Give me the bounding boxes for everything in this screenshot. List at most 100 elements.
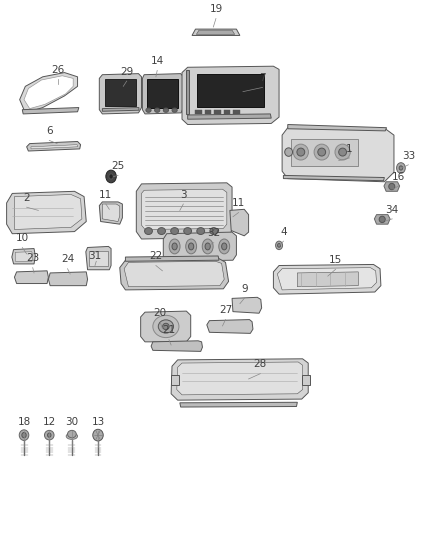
Ellipse shape (314, 144, 329, 160)
Ellipse shape (66, 433, 78, 439)
Polygon shape (15, 252, 33, 261)
Ellipse shape (297, 148, 305, 156)
Text: 30: 30 (65, 417, 78, 426)
Text: 23: 23 (26, 253, 39, 263)
Polygon shape (283, 175, 385, 181)
Polygon shape (14, 195, 82, 230)
Ellipse shape (186, 239, 197, 254)
Polygon shape (186, 70, 188, 114)
Text: 14: 14 (151, 56, 164, 66)
Ellipse shape (278, 244, 281, 247)
Ellipse shape (188, 243, 194, 250)
Bar (105, 79, 136, 107)
Ellipse shape (205, 243, 210, 250)
Text: 3: 3 (180, 190, 187, 200)
Ellipse shape (197, 228, 205, 235)
Polygon shape (384, 182, 399, 191)
Polygon shape (233, 110, 240, 114)
Bar (147, 79, 178, 108)
Bar (89, 251, 108, 265)
Polygon shape (31, 144, 78, 149)
Ellipse shape (93, 429, 103, 441)
Ellipse shape (399, 166, 403, 170)
Polygon shape (99, 74, 141, 114)
Ellipse shape (47, 433, 51, 437)
Text: 31: 31 (88, 251, 102, 261)
Ellipse shape (106, 170, 116, 183)
Polygon shape (142, 74, 184, 114)
Polygon shape (24, 76, 73, 109)
Polygon shape (207, 320, 253, 333)
Ellipse shape (158, 228, 166, 235)
Bar (302, 375, 310, 385)
Text: 10: 10 (16, 233, 29, 243)
Text: 32: 32 (207, 229, 220, 238)
Polygon shape (102, 108, 139, 111)
Text: 21: 21 (162, 326, 176, 335)
Ellipse shape (184, 228, 191, 235)
Ellipse shape (158, 320, 173, 333)
Text: 6: 6 (46, 126, 53, 136)
Polygon shape (232, 297, 261, 313)
Ellipse shape (109, 174, 113, 179)
Polygon shape (124, 261, 224, 287)
Polygon shape (171, 359, 308, 400)
Ellipse shape (210, 228, 218, 235)
Text: 34: 34 (385, 205, 399, 215)
Ellipse shape (45, 430, 54, 440)
Ellipse shape (219, 239, 230, 254)
Ellipse shape (22, 432, 26, 438)
Polygon shape (163, 232, 237, 261)
Ellipse shape (155, 108, 160, 112)
Polygon shape (102, 204, 120, 222)
Polygon shape (20, 72, 78, 113)
Polygon shape (27, 141, 81, 151)
Ellipse shape (172, 108, 177, 112)
Polygon shape (177, 362, 303, 395)
Polygon shape (297, 272, 358, 287)
Bar (197, 74, 264, 107)
Polygon shape (86, 246, 111, 270)
Ellipse shape (19, 430, 29, 440)
Polygon shape (125, 256, 219, 261)
Text: 9: 9 (241, 284, 247, 294)
Text: 16: 16 (392, 172, 405, 182)
Ellipse shape (335, 144, 350, 160)
Text: 28: 28 (254, 359, 267, 369)
Ellipse shape (285, 148, 293, 156)
Ellipse shape (339, 148, 346, 156)
Polygon shape (48, 272, 88, 286)
Text: 26: 26 (51, 64, 64, 75)
Polygon shape (196, 30, 235, 35)
Polygon shape (273, 264, 381, 294)
Polygon shape (288, 125, 387, 131)
Text: 20: 20 (154, 308, 167, 318)
Polygon shape (12, 248, 35, 264)
Polygon shape (14, 271, 48, 284)
Text: 1: 1 (346, 144, 353, 154)
Text: 19: 19 (209, 4, 223, 14)
Polygon shape (151, 341, 202, 351)
Ellipse shape (145, 228, 152, 235)
Polygon shape (180, 402, 297, 407)
Ellipse shape (379, 216, 385, 223)
Polygon shape (182, 66, 279, 125)
Polygon shape (22, 108, 79, 114)
Text: 11: 11 (99, 190, 113, 200)
Polygon shape (224, 110, 230, 114)
Text: 25: 25 (111, 161, 125, 171)
Text: 27: 27 (219, 305, 232, 316)
Polygon shape (120, 259, 229, 290)
Polygon shape (7, 191, 86, 233)
Polygon shape (192, 29, 240, 36)
Ellipse shape (163, 108, 169, 112)
Bar (171, 375, 179, 385)
Polygon shape (205, 110, 211, 114)
Text: 15: 15 (329, 255, 342, 265)
Ellipse shape (67, 430, 76, 438)
Polygon shape (187, 114, 271, 119)
Ellipse shape (171, 228, 179, 235)
Text: 24: 24 (61, 254, 74, 264)
Ellipse shape (172, 243, 177, 250)
Ellipse shape (222, 243, 227, 250)
